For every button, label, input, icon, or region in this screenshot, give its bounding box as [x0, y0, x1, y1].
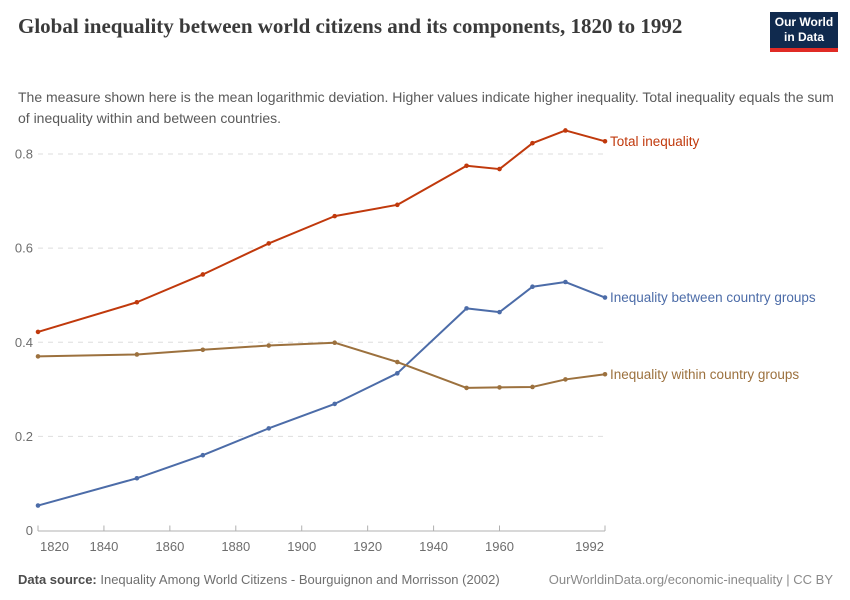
- series-point-total-inequality: [563, 128, 568, 133]
- y-tick-label: 0.6: [15, 241, 33, 256]
- data-source: Data source: Inequality Among World Citi…: [18, 572, 500, 587]
- data-source-text: Inequality Among World Citizens - Bourgu…: [96, 572, 500, 587]
- chart-footer: Data source: Inequality Among World Citi…: [18, 572, 833, 587]
- series-line-inequality-between-country-groups: [37, 281, 606, 507]
- x-tick-label: 1992: [575, 539, 604, 554]
- chart-title: Global inequality between world citizens…: [18, 14, 683, 38]
- series-point-total-inequality: [395, 202, 400, 208]
- series-point-inequality-between-country-groups: [134, 475, 140, 481]
- data-source-label: Data source:: [18, 572, 97, 587]
- series-line-inequality-within-country-groups: [37, 341, 606, 389]
- series-line-total-inequality: [37, 129, 606, 333]
- series-point-total-inequality: [200, 272, 206, 277]
- series-point-total-inequality: [332, 213, 337, 219]
- series-point-total-inequality: [134, 299, 140, 305]
- x-tick-label: 1900: [287, 539, 316, 554]
- series-point-inequality-within-country-groups: [134, 352, 140, 357]
- y-tick-label: 0.2: [15, 429, 33, 444]
- series-point-inequality-within-country-groups: [563, 377, 568, 382]
- series-point-inequality-between-country-groups: [200, 452, 206, 458]
- series-point-total-inequality: [530, 140, 535, 146]
- x-tick-label: 1880: [221, 539, 250, 554]
- owid-license-link[interactable]: OurWorldinData.org/economic-inequality |…: [548, 572, 833, 587]
- y-tick-label: 0.4: [15, 335, 33, 350]
- series-point-inequality-within-country-groups: [266, 343, 272, 348]
- series-point-total-inequality: [464, 163, 469, 169]
- y-tick-label: 0.8: [15, 147, 33, 162]
- series-point-inequality-within-country-groups: [602, 371, 608, 377]
- series-point-inequality-within-country-groups: [464, 385, 469, 391]
- series-point-inequality-between-country-groups: [530, 284, 535, 290]
- series-point-inequality-between-country-groups: [497, 309, 502, 315]
- series-point-inequality-within-country-groups: [530, 384, 535, 390]
- series-point-inequality-between-country-groups: [464, 306, 469, 311]
- series-point-total-inequality: [602, 138, 608, 144]
- series-point-inequality-within-country-groups: [497, 385, 502, 390]
- y-tick-label: 0: [26, 523, 33, 538]
- series-point-inequality-between-country-groups: [266, 426, 272, 431]
- series-point-inequality-within-country-groups: [35, 354, 41, 359]
- x-tick-label: 1940: [419, 539, 448, 554]
- series-point-inequality-between-country-groups: [563, 279, 568, 285]
- series-point-inequality-within-country-groups: [332, 340, 337, 346]
- series-point-inequality-between-country-groups: [332, 401, 337, 407]
- series-label-inequality-within-country-groups: Inequality within country groups: [610, 367, 799, 382]
- series-point-inequality-between-country-groups: [35, 503, 41, 508]
- series-label-inequality-between-country-groups: Inequality between country groups: [610, 290, 816, 305]
- series-point-inequality-within-country-groups: [200, 347, 206, 353]
- series-point-total-inequality: [497, 166, 502, 172]
- x-tick-label: 1920: [353, 539, 382, 554]
- x-tick-label: 1860: [155, 539, 184, 554]
- owid-logo-line1: Our World: [774, 15, 834, 29]
- chart-subtitle: The measure shown here is the mean logar…: [18, 89, 834, 126]
- owid-logo: Our World in Data: [770, 12, 838, 52]
- series-label-total-inequality: Total inequality: [610, 134, 700, 149]
- series-point-inequality-between-country-groups: [395, 371, 400, 376]
- series-point-inequality-within-country-groups: [395, 359, 400, 365]
- owid-logo-line2: in Data: [783, 30, 824, 44]
- x-tick-label: 1960: [485, 539, 514, 554]
- x-tick-label: 1820: [40, 539, 69, 554]
- series-point-total-inequality: [35, 329, 41, 335]
- series-point-total-inequality: [266, 241, 272, 246]
- x-tick-label: 1840: [89, 539, 118, 554]
- series-point-inequality-between-country-groups: [602, 295, 608, 300]
